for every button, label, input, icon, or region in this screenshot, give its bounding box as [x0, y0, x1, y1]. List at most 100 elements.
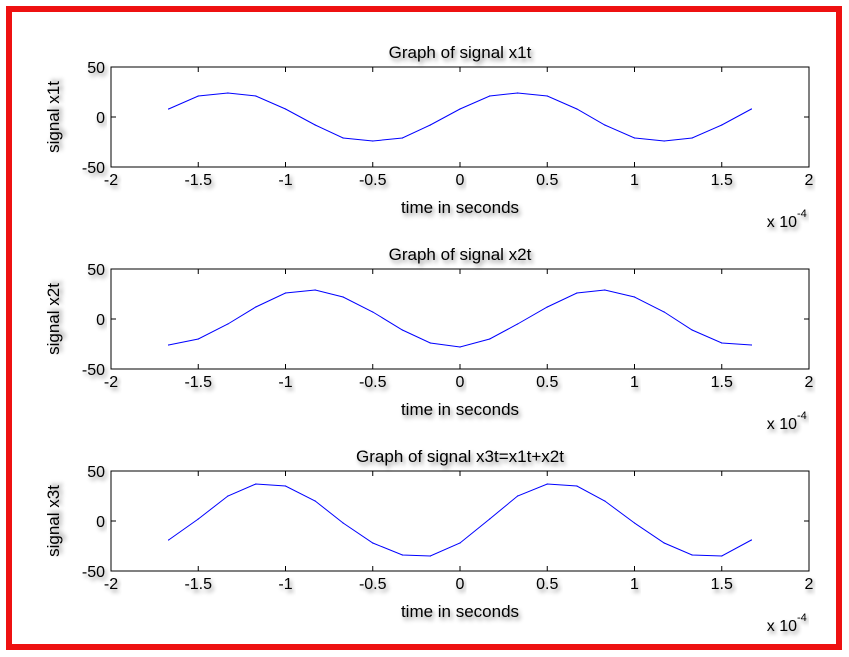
series-point [721, 124, 723, 126]
x-tick-label: 1 [630, 172, 639, 189]
series-point [633, 296, 636, 298]
x-scale-exponent: -4 [797, 410, 807, 422]
series-point [197, 518, 199, 520]
x-tick-label: -1.5 [184, 172, 212, 189]
series-point [604, 289, 606, 291]
series-point [342, 522, 344, 524]
series-point [750, 539, 753, 541]
series-point [314, 500, 316, 502]
x-tick-label: -1 [278, 172, 292, 189]
x-tick-label: 0 [456, 374, 465, 391]
subplot-2: -2 -1.5 -1 -0.5 0 0.5 1 1.5 2 50 0 -50 Graph of sign… [44, 245, 814, 433]
series-point [284, 292, 287, 294]
y-axis-label: signal x1t [44, 81, 63, 153]
series-point [401, 329, 404, 331]
series-point [372, 311, 374, 313]
x-scale-exponent: -4 [797, 208, 807, 220]
series-point [633, 522, 636, 524]
y-tick-label: 50 [87, 262, 105, 279]
x-tick-label: -2 [104, 374, 118, 391]
series-point [663, 140, 665, 142]
chart-title: Graph of signal x1t [389, 43, 532, 62]
x-scale-base: x 10 [767, 416, 797, 433]
series-point [576, 108, 578, 110]
series-point [691, 137, 693, 139]
x-tick-label: 2 [805, 172, 814, 189]
series-point [576, 292, 578, 294]
series-point [546, 95, 548, 97]
x-tick-label: -1.5 [184, 576, 212, 593]
series-point [255, 306, 257, 308]
series-point [489, 95, 491, 97]
subplot-3: -2 -1.5 -1 -0.5 0 0.5 1 1.5 2 50 0 -50 Graph of sign… [44, 447, 814, 635]
y-tick-label: 0 [96, 110, 105, 127]
y-axis-label: signal x3t [44, 485, 63, 557]
series-point [167, 108, 170, 110]
series-point [546, 483, 548, 485]
x-tick-label: 1 [630, 576, 639, 593]
chart-title: Graph of signal x3t=x1t+x2t [356, 447, 564, 466]
series-point [721, 342, 723, 344]
x-tick-label: 1.5 [711, 172, 733, 189]
axes-box [110, 66, 810, 168]
series-point [691, 554, 693, 556]
x-tick-label: -0.5 [359, 374, 387, 391]
chart-title: Graph of signal x2t [389, 245, 532, 264]
y-tick-label: 50 [87, 60, 105, 77]
x-tick-label: 1 [630, 374, 639, 391]
x-tick-label: -2 [104, 172, 118, 189]
series-point [401, 137, 404, 139]
x-scale-base: x 10 [767, 618, 797, 635]
series-point [459, 346, 461, 348]
series-point [633, 137, 636, 139]
series-point [167, 344, 170, 346]
series-point [255, 95, 257, 97]
subplot-1: -2 -1.5 -1 -0.5 0 0.5 1 1.5 2 50 0 -50 Graph of sign… [44, 43, 814, 231]
series-point [516, 323, 519, 325]
y-axis-label: signal x2t [44, 283, 63, 355]
series-point [314, 289, 316, 291]
series-point [516, 92, 519, 94]
x-tick-label: -1.5 [184, 374, 212, 391]
series-point [227, 323, 229, 325]
series-point [516, 495, 519, 497]
x-axis-label: time in seconds [401, 400, 519, 419]
x-scale-base: x 10 [767, 214, 797, 231]
y-tick-label: 0 [96, 312, 105, 329]
series-point [372, 542, 374, 544]
series-point [489, 518, 491, 520]
series-point [314, 124, 316, 126]
x-tick-label: 0 [456, 172, 465, 189]
series-point [459, 108, 461, 110]
y-tick-label: -50 [82, 160, 105, 177]
x-tick-label: -2 [104, 576, 118, 593]
series-point [227, 92, 229, 94]
series-point [429, 555, 431, 557]
y-tick-label: -50 [82, 362, 105, 379]
series-point [663, 542, 665, 544]
series-point [227, 495, 229, 497]
series-point [255, 483, 257, 485]
series-point [750, 344, 753, 346]
series-point [429, 124, 431, 126]
series-point [691, 329, 693, 331]
axes-box [110, 470, 810, 572]
x-tick-label: 1.5 [711, 374, 733, 391]
x-tick-label: 0.5 [536, 576, 558, 593]
series-point [401, 554, 404, 556]
y-tick-label: 50 [87, 464, 105, 481]
series-point [197, 338, 199, 340]
x-tick-label: 0 [456, 576, 465, 593]
series-point [663, 311, 665, 313]
series-point [342, 137, 344, 139]
series-point [546, 306, 548, 308]
x-scale-exponent: -4 [797, 612, 807, 624]
series-point [342, 296, 344, 298]
series-point [429, 342, 431, 344]
series-point [604, 124, 606, 126]
series-point [284, 108, 287, 110]
x-tick-label: 2 [805, 374, 814, 391]
series-point [372, 140, 374, 142]
x-tick-label: 2 [805, 576, 814, 593]
